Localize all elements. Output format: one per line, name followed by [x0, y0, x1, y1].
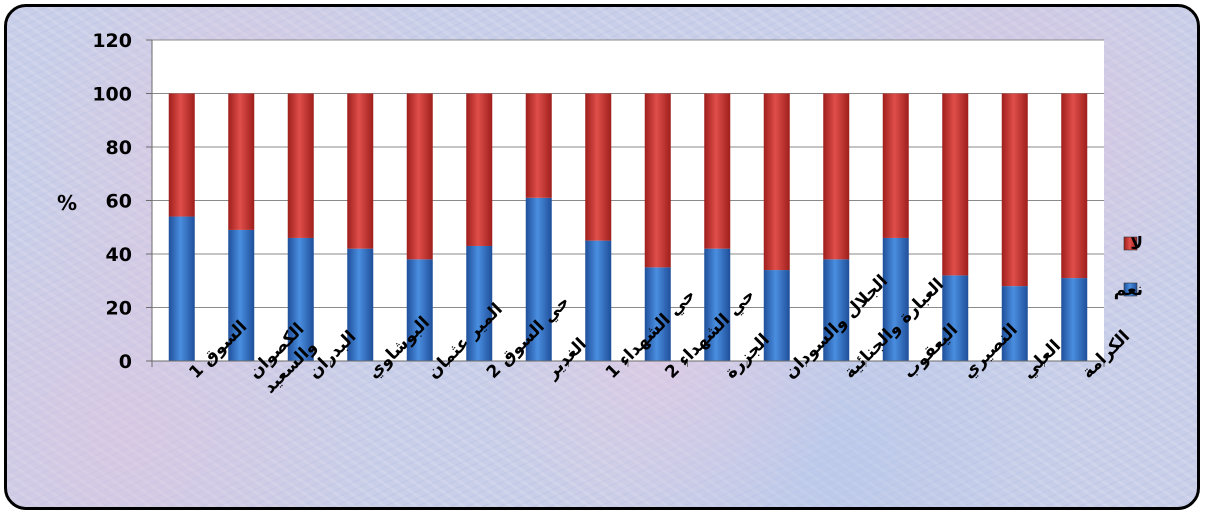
bar-yes-6	[525, 197, 552, 361]
bar-yes-0	[168, 216, 195, 361]
bar-yes-4	[406, 259, 433, 361]
chart-frame: 0 20 40 60 80 100 120 السوق 1 الكصوان والسعيد الب…	[4, 4, 1200, 510]
bar-yes-5	[466, 245, 493, 361]
bar-no-7	[585, 93, 612, 241]
bar-yes-3	[347, 248, 374, 361]
bar-yes-11	[823, 259, 850, 361]
bar-no-10	[763, 93, 790, 271]
bar-no-9	[704, 93, 731, 249]
y-tick-label: 40	[106, 244, 132, 266]
bar-yes-2	[287, 237, 314, 361]
y-axis-title: %	[57, 191, 77, 215]
bar-yes-7	[585, 240, 612, 361]
legend-swatch-yes	[1123, 282, 1138, 297]
y-tick-label: 120	[92, 30, 132, 52]
legend: لا نعم	[1114, 234, 1143, 300]
bar-no-3	[347, 93, 374, 249]
bar-no-15	[1061, 93, 1088, 279]
bar-no-6	[525, 93, 552, 198]
bar-no-4	[406, 93, 433, 260]
y-tick-label: 20	[106, 298, 132, 320]
legend-swatch-no	[1123, 236, 1138, 251]
bar-no-5	[466, 93, 493, 246]
legend-label-no: لا	[1130, 234, 1143, 254]
bar-no-8	[644, 93, 671, 268]
bar-yes-10	[763, 270, 790, 361]
bar-no-11	[823, 93, 850, 260]
axes	[151, 40, 1105, 367]
legend-label-yes: نعم	[1114, 280, 1143, 300]
y-tick-label: 100	[92, 84, 132, 106]
bars	[168, 93, 1088, 361]
bar-yes-15	[1061, 278, 1088, 361]
bar-yes-1	[228, 229, 255, 361]
bar-no-13	[942, 93, 969, 276]
bar-no-2	[287, 93, 314, 238]
y-tick-label: 80	[106, 137, 132, 159]
bar-yes-13	[942, 275, 969, 361]
y-tick-label: 0	[119, 351, 132, 373]
bar-no-1	[228, 93, 255, 230]
y-tick-label: 60	[106, 191, 132, 213]
bar-yes-8	[644, 267, 671, 361]
y-tick-labels: 0 20 40 60 80 100 120	[92, 30, 132, 373]
bar-no-0	[168, 93, 195, 217]
bar-yes-12	[882, 237, 909, 361]
bar-no-14	[1001, 93, 1028, 287]
bar-yes-14	[1001, 286, 1028, 361]
bar-no-12	[882, 93, 909, 238]
bar-yes-9	[704, 248, 731, 361]
